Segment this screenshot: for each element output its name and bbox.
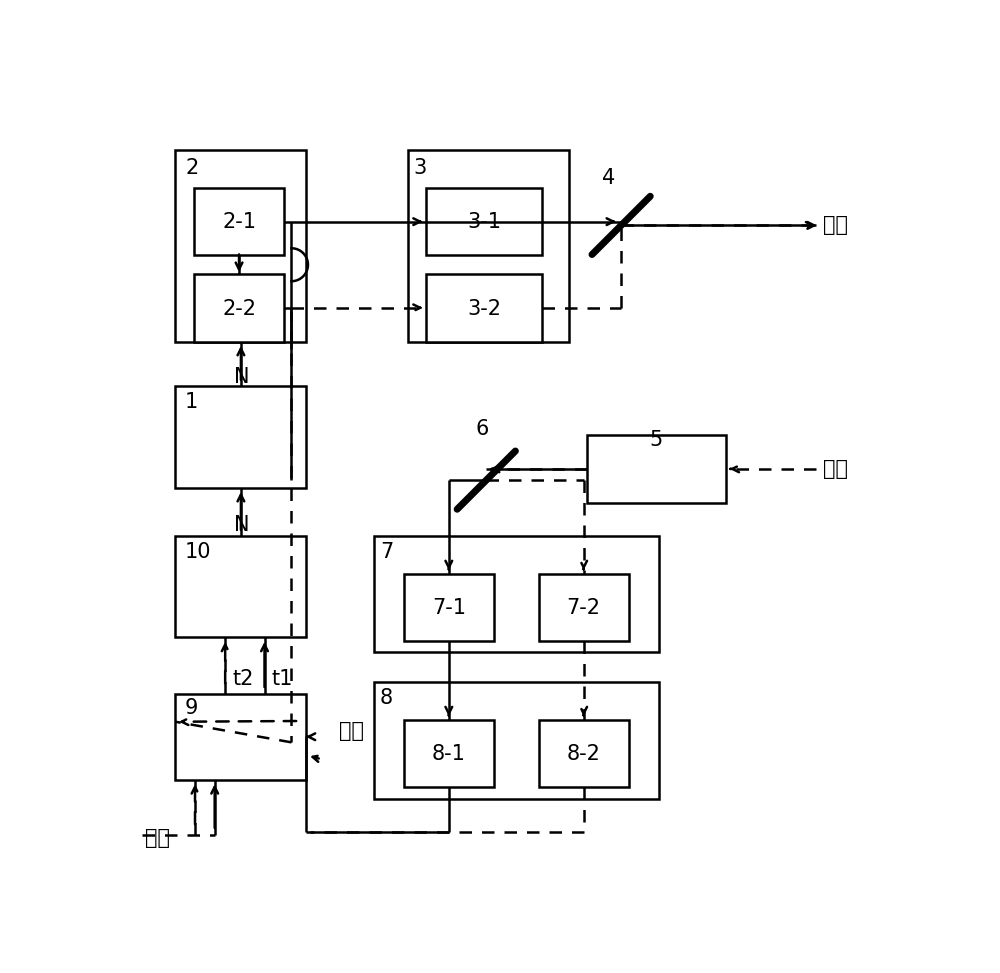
Text: 8-1: 8-1: [432, 743, 466, 764]
Text: 8: 8: [380, 688, 393, 707]
Bar: [175, 151, 306, 342]
Text: 发射: 发射: [823, 215, 848, 235]
Bar: [175, 386, 306, 487]
Text: 3: 3: [414, 158, 427, 178]
Text: 回波: 回波: [823, 459, 848, 479]
Bar: [404, 720, 494, 787]
Text: 2-2: 2-2: [222, 299, 256, 318]
Text: 2: 2: [185, 158, 198, 178]
Text: N: N: [234, 515, 249, 535]
Text: 7: 7: [380, 542, 393, 562]
Text: 3-2: 3-2: [468, 299, 502, 318]
Text: 1: 1: [185, 392, 198, 413]
Text: 回波: 回波: [145, 827, 170, 847]
Text: 5: 5: [650, 430, 663, 450]
Text: 9: 9: [185, 699, 198, 718]
Bar: [194, 188, 284, 255]
Bar: [539, 574, 629, 641]
Bar: [175, 536, 306, 637]
Bar: [426, 188, 542, 255]
Bar: [404, 574, 494, 641]
Text: N: N: [234, 368, 249, 387]
Bar: [194, 274, 284, 342]
Bar: [374, 536, 659, 653]
Bar: [426, 274, 542, 342]
Text: 10: 10: [185, 542, 212, 562]
Text: t2: t2: [232, 668, 253, 689]
Bar: [374, 682, 659, 799]
Bar: [175, 694, 306, 779]
Bar: [587, 435, 726, 503]
Bar: [539, 720, 629, 787]
Text: 触发: 触发: [339, 721, 364, 741]
Text: 7-2: 7-2: [567, 598, 601, 618]
Text: 6: 6: [476, 419, 489, 439]
Text: 4: 4: [602, 168, 615, 188]
Text: 8-2: 8-2: [567, 743, 601, 764]
Text: 3-1: 3-1: [468, 212, 502, 233]
Bar: [408, 151, 569, 342]
Text: 7-1: 7-1: [432, 598, 466, 618]
Text: t1: t1: [271, 668, 292, 689]
Text: 2-1: 2-1: [222, 212, 256, 233]
